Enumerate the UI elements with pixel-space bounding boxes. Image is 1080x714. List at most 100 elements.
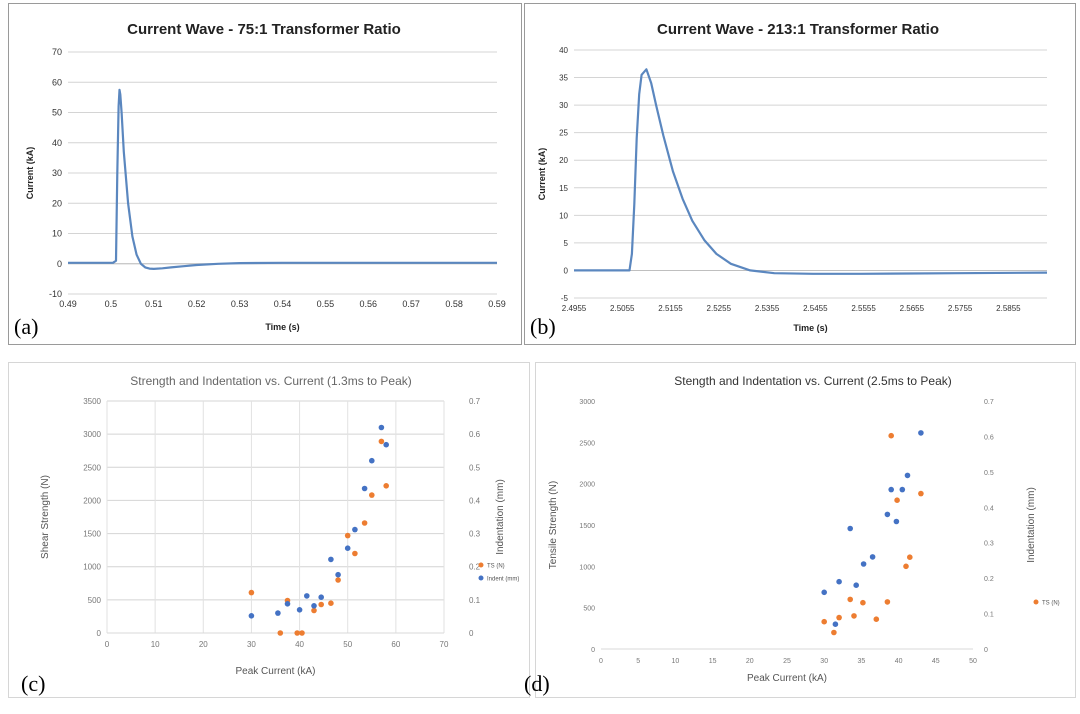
chart-panel-a: Current Wave - 75:1 Transformer Ratio -10… (8, 3, 522, 345)
y2-tick-label: 0.1 (469, 596, 481, 605)
y2-tick-label: 0.4 (469, 496, 481, 505)
x-tick-label: 0 (599, 658, 603, 665)
x-tick-label: 0.52 (188, 299, 206, 309)
x-tick-label: 0.5 (105, 299, 118, 309)
x-tick-label: 15 (709, 658, 717, 665)
x-tick-label: 25 (783, 658, 791, 665)
y-tick-label: -5 (561, 294, 569, 303)
y-tick-label: 3000 (83, 430, 101, 439)
panel-label-b: (b) (530, 314, 556, 339)
scatter-point (296, 607, 303, 613)
scatter-point (299, 630, 305, 636)
x-tick-label: 35 (858, 658, 866, 665)
y-tick-label: 40 (52, 138, 62, 148)
scatter-point (318, 601, 325, 608)
y-tick-label: 3000 (579, 399, 595, 406)
scatter-point (378, 424, 385, 431)
x-tick-label: 0.55 (317, 299, 335, 309)
x-axis-label: Peak Current (kA) (235, 666, 315, 677)
scatter-point (369, 457, 375, 464)
chart-title: Stength and Indentation vs. Current (2.5… (674, 374, 952, 388)
legend-label: Indent (mm) (487, 577, 519, 583)
x-tick-label: 40 (295, 640, 304, 649)
x-tick-label: 2.5155 (658, 304, 683, 313)
y-tick-label: 40 (559, 46, 568, 55)
chart-c-svg: Strength and Indentation vs. Current (1.… (40, 374, 519, 677)
y2-tick-label: 0.2 (469, 563, 481, 572)
scatter-point (311, 603, 317, 609)
scatter-point (294, 630, 301, 636)
y-tick-label: 1500 (83, 530, 101, 539)
chart-d-svg: Stength and Indentation vs. Current (2.5… (548, 374, 1060, 684)
x-tick-label: 10 (672, 658, 680, 665)
scatter-point (836, 578, 842, 585)
scatter-point (311, 607, 317, 614)
y-tick-label: 1000 (83, 563, 101, 572)
panel-label-d: (d) (524, 671, 550, 696)
x-tick-label: 2.5055 (610, 304, 635, 313)
x-tick-label: 30 (247, 640, 256, 649)
scatter-point (275, 610, 281, 616)
y-tick-label: 2000 (83, 496, 101, 505)
x-tick-label: 2.5455 (803, 304, 828, 313)
y-tick-label: 15 (559, 184, 568, 193)
x-tick-label: 2.5555 (851, 304, 876, 313)
y-tick-label: 50 (52, 108, 62, 118)
chart-title: Current Wave - 75:1 Transformer Ratio (127, 21, 401, 38)
scatter-point (318, 594, 325, 600)
y-axis-label: Current (kA) (25, 147, 35, 200)
y-tick-label: 20 (52, 198, 62, 208)
x-tick-label: 20 (746, 658, 754, 665)
y-tick-label: 10 (559, 211, 568, 220)
scatter-point (907, 554, 913, 560)
x-tick-label: 0.58 (445, 299, 463, 309)
scatter-point (903, 563, 909, 570)
y2-tick-label: 0.3 (469, 530, 481, 539)
y-tick-label: 3500 (83, 397, 101, 406)
scatter-point (383, 483, 390, 489)
y2-tick-label: 0.7 (469, 397, 481, 406)
scatter-point (248, 613, 255, 619)
chart-panel-b: Current Wave - 213:1 Transformer Ratio -5… (524, 3, 1076, 345)
x-tick-label: 40 (895, 658, 903, 665)
scatter-point (918, 490, 924, 497)
y2-axis-label: Indentation (mm) (1026, 487, 1037, 563)
chart-a-svg: Current Wave - 75:1 Transformer Ratio -10… (25, 21, 506, 332)
scatter-point (821, 618, 827, 625)
scatter-point (328, 556, 334, 563)
x-tick-label: 2.5855 (996, 304, 1021, 313)
y-axis-label: Current (kA) (537, 148, 547, 201)
legend-marker (478, 575, 484, 581)
scatter-point (352, 526, 358, 533)
scatter-point (904, 472, 911, 479)
chart-panel-c: Strength and Indentation vs. Current (1.… (8, 362, 530, 698)
y-tick-label: 0 (591, 647, 595, 654)
scatter-point (853, 582, 859, 588)
y2-tick-label: 0.6 (469, 430, 481, 439)
chart-b-svg: Current Wave - 213:1 Transformer Ratio -5… (537, 21, 1048, 333)
y-tick-label: 30 (52, 168, 62, 178)
x-tick-label: 50 (969, 658, 977, 665)
y-tick-label: 2500 (83, 463, 101, 472)
x-tick-label: 2.4955 (562, 304, 587, 313)
scatter-point (284, 601, 291, 607)
x-tick-label: 60 (391, 640, 400, 649)
y-tick-label: 30 (559, 101, 568, 110)
y2-tick-label: 0.4 (984, 505, 994, 512)
series-line (68, 88, 497, 270)
x-tick-label: 30 (820, 658, 828, 665)
x-tick-label: 2.5755 (948, 304, 973, 313)
x-tick-label: 70 (440, 640, 449, 649)
scatter-point (884, 511, 891, 518)
x-tick-label: 0.51 (145, 299, 163, 309)
scatter-point (888, 486, 894, 493)
scatter-point (277, 630, 284, 636)
scatter-point (361, 485, 368, 492)
y-axis-label: Tensile Strength (N) (548, 481, 559, 569)
x-tick-label: 2.5255 (707, 304, 732, 313)
x-tick-label: 5 (636, 658, 640, 665)
y-tick-label: -10 (49, 289, 62, 299)
x-tick-label: 2.5355 (755, 304, 780, 313)
scatter-point (847, 596, 853, 603)
y-axis-label: Shear Strength (N) (40, 475, 51, 559)
